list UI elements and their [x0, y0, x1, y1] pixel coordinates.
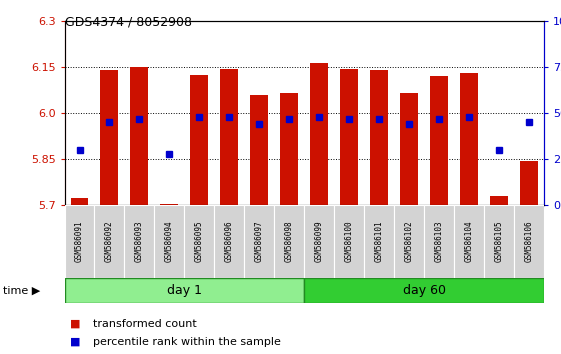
- Text: GSM586103: GSM586103: [435, 221, 444, 262]
- Bar: [400, 93, 419, 205]
- Bar: [514, 205, 544, 278]
- Text: day 60: day 60: [403, 284, 446, 297]
- Bar: [131, 67, 149, 205]
- Bar: [484, 205, 514, 278]
- Bar: [430, 76, 448, 205]
- Bar: [304, 278, 544, 303]
- Text: GSM586100: GSM586100: [345, 221, 354, 262]
- Bar: [65, 205, 94, 278]
- Bar: [460, 73, 478, 205]
- Text: GSM586092: GSM586092: [105, 221, 114, 262]
- Bar: [310, 63, 328, 205]
- Text: GSM586106: GSM586106: [525, 221, 534, 262]
- Text: GSM586102: GSM586102: [405, 221, 414, 262]
- Bar: [220, 69, 238, 205]
- Text: transformed count: transformed count: [93, 319, 196, 329]
- Bar: [125, 205, 154, 278]
- Bar: [370, 70, 388, 205]
- Bar: [185, 205, 214, 278]
- Text: GSM586101: GSM586101: [375, 221, 384, 262]
- Text: ■: ■: [70, 337, 81, 347]
- Text: GSM586098: GSM586098: [285, 221, 294, 262]
- Text: day 1: day 1: [167, 284, 202, 297]
- Bar: [341, 69, 358, 205]
- Text: GSM586093: GSM586093: [135, 221, 144, 262]
- Bar: [334, 205, 364, 278]
- Bar: [280, 93, 298, 205]
- Bar: [94, 205, 125, 278]
- Bar: [364, 205, 394, 278]
- Bar: [424, 205, 454, 278]
- Bar: [214, 205, 245, 278]
- Text: GSM586096: GSM586096: [225, 221, 234, 262]
- Bar: [394, 205, 424, 278]
- Text: GSM586095: GSM586095: [195, 221, 204, 262]
- Text: GSM586105: GSM586105: [495, 221, 504, 262]
- Bar: [454, 205, 484, 278]
- Bar: [245, 205, 274, 278]
- Bar: [190, 75, 208, 205]
- Bar: [65, 278, 304, 303]
- Text: GSM586104: GSM586104: [465, 221, 473, 262]
- Text: GSM586097: GSM586097: [255, 221, 264, 262]
- Bar: [490, 196, 508, 205]
- Bar: [71, 198, 89, 205]
- Bar: [520, 161, 538, 205]
- Bar: [154, 205, 185, 278]
- Text: GDS4374 / 8052908: GDS4374 / 8052908: [65, 16, 191, 29]
- Text: GSM586099: GSM586099: [315, 221, 324, 262]
- Text: GSM586091: GSM586091: [75, 221, 84, 262]
- Bar: [274, 205, 304, 278]
- Bar: [160, 204, 178, 205]
- Text: GSM586094: GSM586094: [165, 221, 174, 262]
- Bar: [304, 205, 334, 278]
- Bar: [100, 70, 118, 205]
- Text: ■: ■: [70, 319, 81, 329]
- Text: percentile rank within the sample: percentile rank within the sample: [93, 337, 280, 347]
- Bar: [250, 95, 268, 205]
- Text: time ▶: time ▶: [3, 285, 40, 295]
